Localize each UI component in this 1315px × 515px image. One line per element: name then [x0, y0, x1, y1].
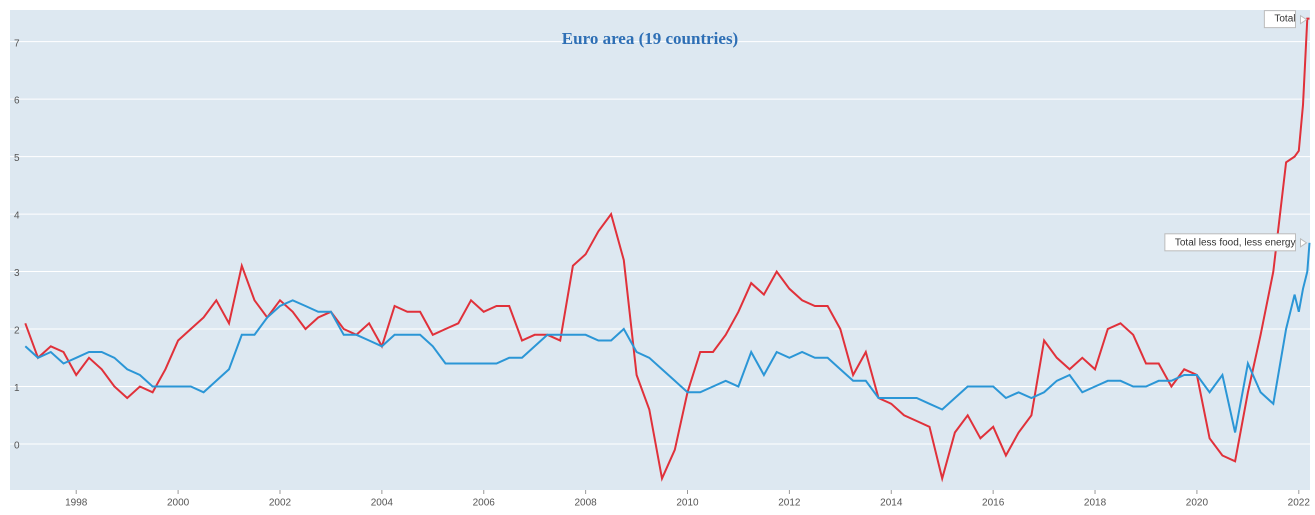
x-tick-label: 1998: [65, 498, 88, 509]
x-tick-label: 2016: [982, 498, 1005, 509]
x-tick-label: 2008: [575, 498, 598, 509]
legend-pointer: [1299, 14, 1308, 25]
x-tick-label: 2002: [269, 498, 292, 509]
x-tick-label: 2010: [676, 498, 699, 509]
legend-label: Total less food, less energy: [1175, 237, 1296, 248]
y-tick-label: 7: [14, 38, 20, 49]
legend-box: [1263, 10, 1296, 29]
x-tick-label: 2004: [371, 498, 394, 509]
legend-pointer: [1299, 237, 1308, 248]
x-tick-label: 2018: [1084, 498, 1107, 509]
y-tick-label: 5: [14, 153, 20, 164]
series-line: [24, 242, 1311, 433]
chart-title: Euro area (19 countries): [562, 29, 738, 48]
x-tick-label: 2012: [778, 498, 801, 509]
legend-box: [1164, 233, 1296, 252]
plot-background: [10, 10, 1310, 490]
y-tick-label: 0: [14, 441, 20, 452]
y-tick-label: 6: [14, 96, 20, 107]
x-tick-label: 2000: [167, 498, 190, 509]
y-tick-label: 4: [14, 211, 20, 222]
y-tick-label: 1: [14, 383, 20, 394]
y-tick-label: 2: [14, 326, 20, 337]
x-tick-label: 2014: [880, 498, 903, 509]
y-tick-label: 3: [14, 268, 20, 279]
legend-label: Total: [1274, 13, 1295, 24]
x-tick-label: 2020: [1186, 498, 1209, 509]
legend-callout: Total less food, less energy: [1164, 233, 1308, 252]
x-tick-label: 2022: [1288, 498, 1311, 509]
x-tick-label: 2006: [473, 498, 496, 509]
legend-callout: Total: [1263, 10, 1308, 29]
